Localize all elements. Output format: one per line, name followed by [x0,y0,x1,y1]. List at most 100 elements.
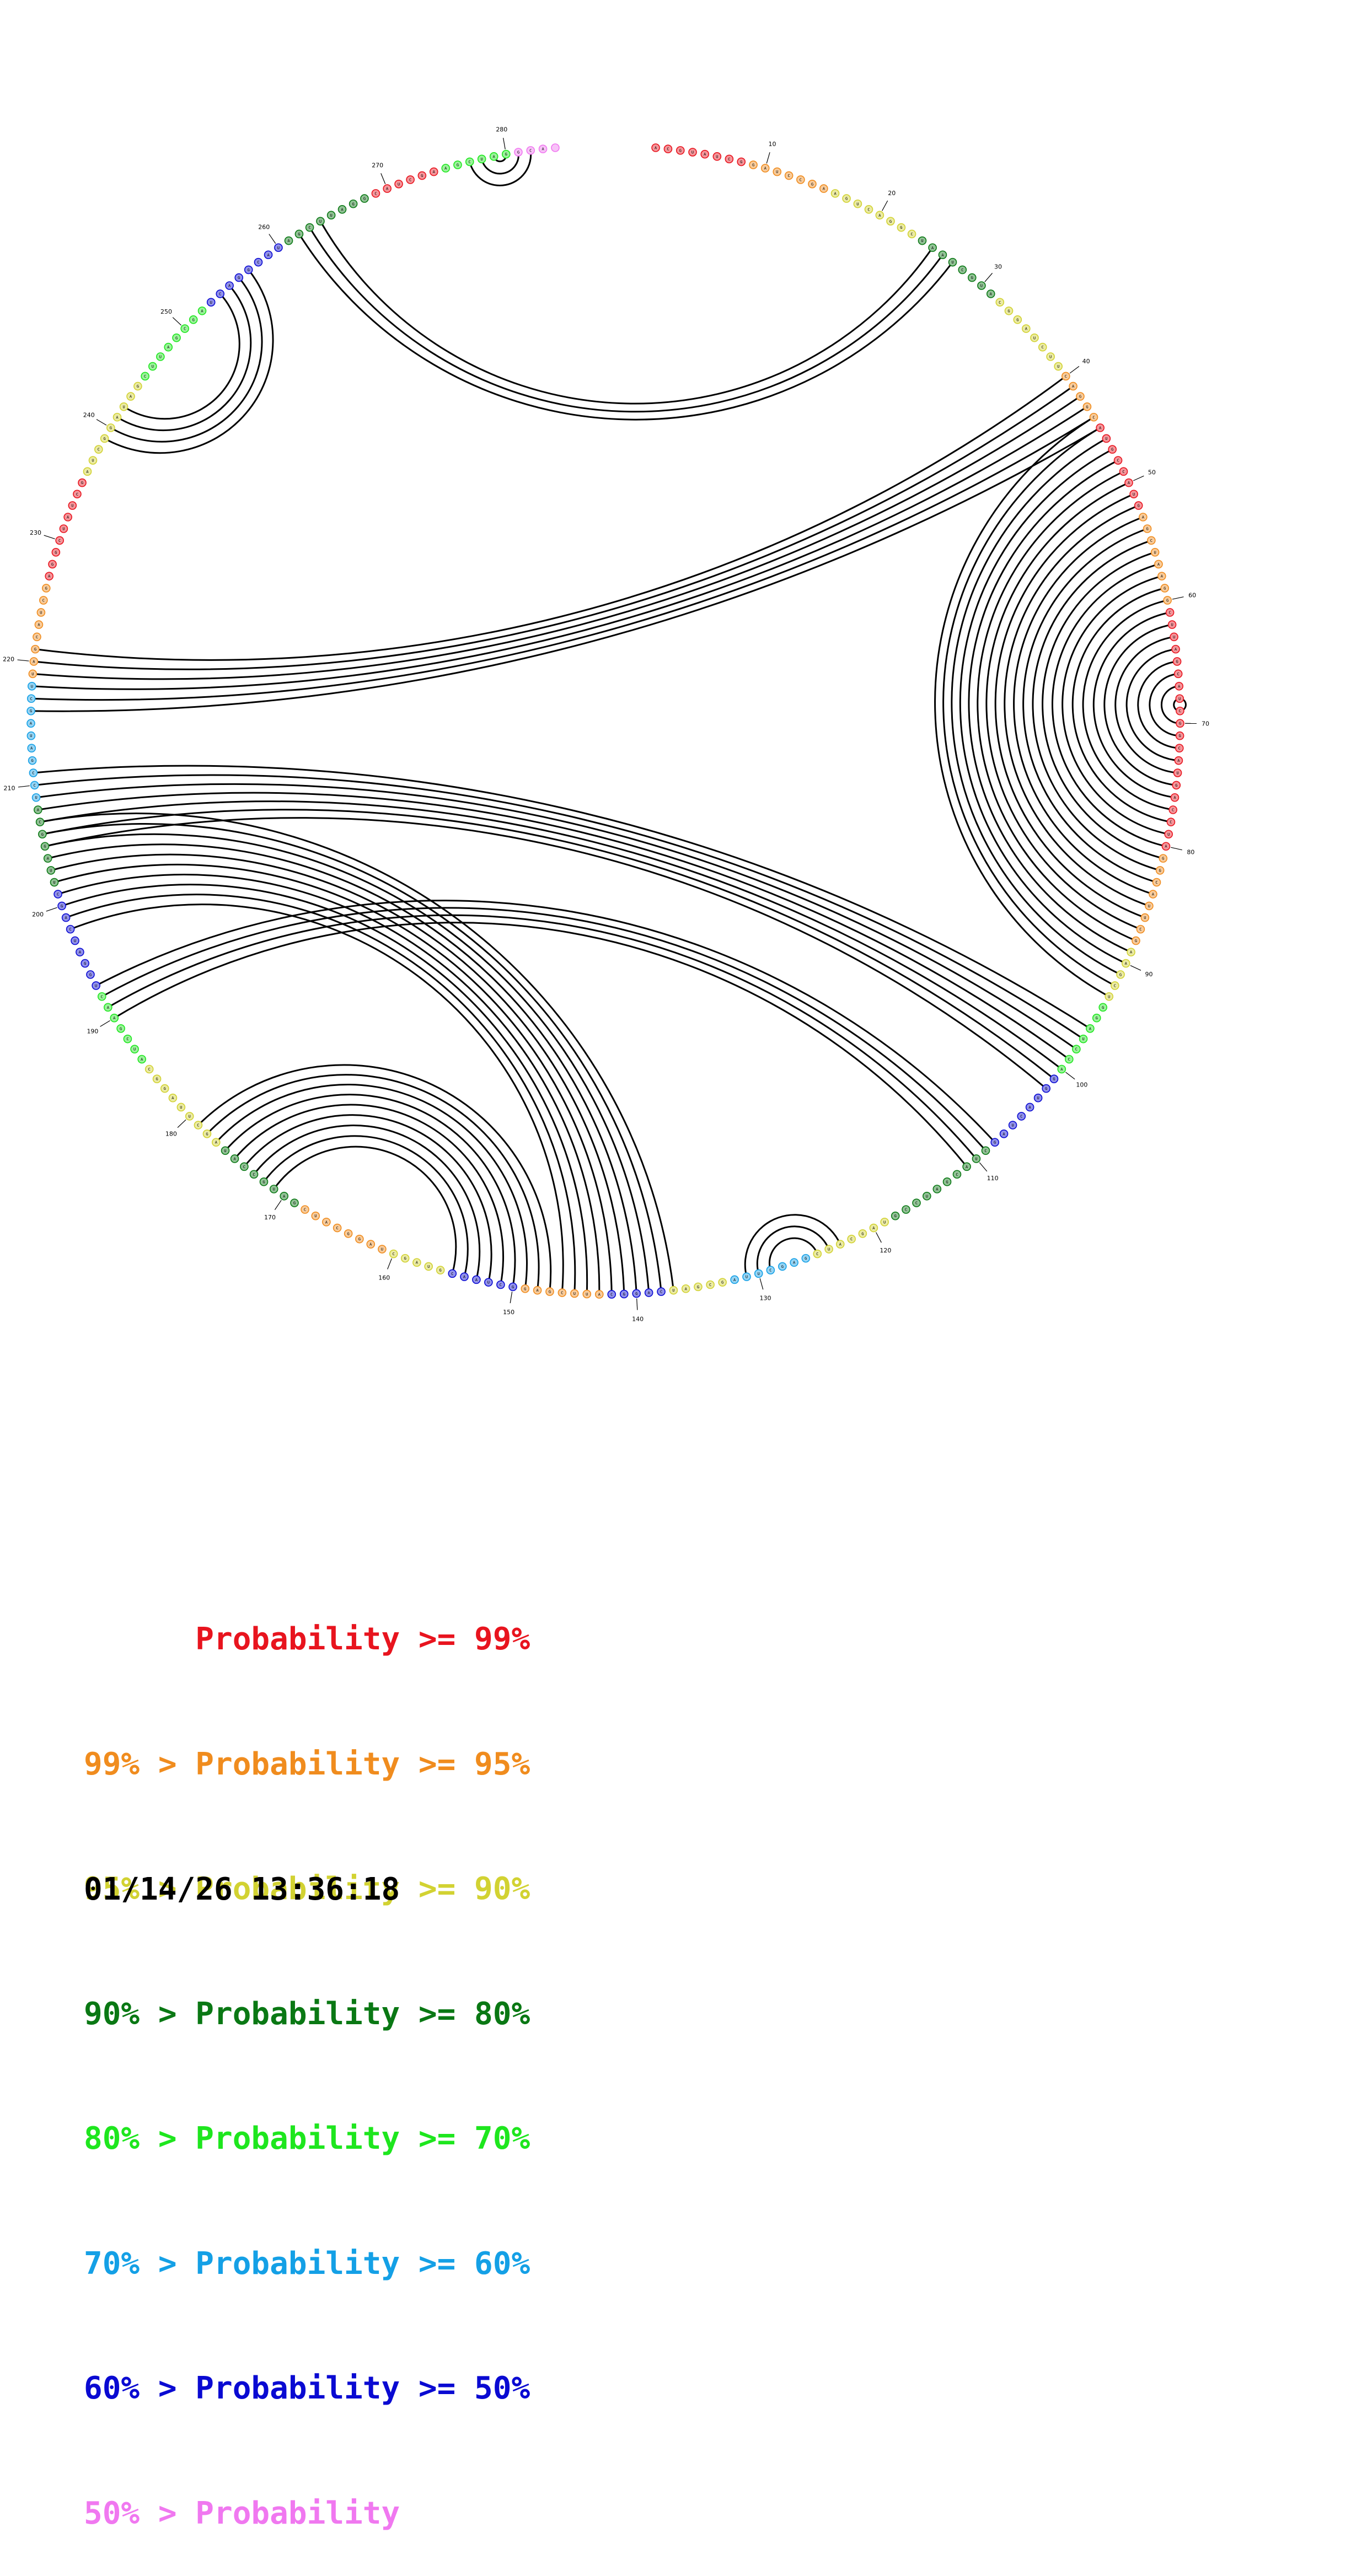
nucleotide-letter: C [709,1283,711,1287]
nucleotide-letter: G [248,268,250,272]
nucleotide-letter: G [110,426,112,430]
nucleotide-letter: G [1138,504,1140,508]
tick-mark [381,173,385,184]
nucleotide-letter: C [336,1226,339,1230]
tick-label: 90 [1145,971,1152,978]
nucleotide-letter: U [1176,771,1178,776]
tick-label: 140 [632,1315,644,1322]
nucleotide-letter: G [1079,395,1081,399]
nucleotide-letter: C [915,1201,918,1206]
tick-label: 50 [1148,469,1156,476]
tick-mark [1065,1072,1075,1079]
nucleotide-letter: G [175,336,178,340]
tick-label: 150 [503,1309,514,1316]
nucleotide-letter: C [253,1173,255,1177]
tick-mark [18,786,30,787]
nucleotide-letter: G [192,318,195,322]
nucleotide-letter: U [398,182,400,186]
nucleotide-letter: U [133,1047,136,1052]
tick-mark [178,1120,186,1127]
base-pair-arc [987,483,1141,929]
nucleotide-letter: G [1096,1016,1098,1020]
nucleotide-letter: G [120,1026,122,1031]
nucleotide-letter: U [122,405,125,409]
nucleotide-letter: U [573,1292,576,1296]
nucleotide-letter: U [1057,364,1059,369]
nucleotide-letter: U [1144,916,1146,920]
nucleotide-letter: U [180,1105,182,1110]
nucleotide-letter: U [1178,697,1181,701]
nucleotide-letter: C [1065,374,1067,379]
nucleotide-letter: U [481,157,483,162]
tick-label: 10 [769,141,776,148]
tick-mark [46,907,57,911]
nucleotide-letter: G [517,150,519,155]
nucleotide-letter: C [1178,746,1181,751]
nucleotide-letter: C [1155,880,1157,885]
base-pair-arc [995,494,1145,917]
nucleotide-letter: C [1075,1047,1077,1052]
nucleotide-letter: C [850,1237,853,1241]
base-pair-arc [745,1215,840,1277]
tick-mark [876,1232,882,1243]
nucleotide-letter: C [42,598,45,603]
nucleotide-letter: U [314,1214,317,1218]
tick-mark [44,535,55,539]
nucleotide-letter: C [910,232,913,236]
nucleotide-letter: U [92,459,94,463]
nucleotide-letter: C [58,539,61,543]
nucleotide-letter: C [30,697,33,701]
tick-label: 220 [3,655,14,663]
tick-label: 40 [1082,358,1090,365]
nucleotide-letter: G [156,1077,158,1082]
nucleotide-letter: C [1170,820,1172,825]
nucleotide-letter: U [189,1114,191,1118]
nucleotide-letter: G [137,384,139,389]
nucleotide-letter: G [781,1265,784,1269]
tick-label: 210 [4,785,15,792]
nucleotide-letter: U [1133,492,1135,497]
nucleotide-letter: G [900,225,902,230]
nucleotide-letter: G [51,562,53,567]
tick-label: 80 [1187,848,1194,856]
nucleotide-letter: U [856,202,859,206]
nucleotide-letter: U [210,300,212,305]
tick-label: 30 [994,263,1002,270]
nucleotide-letter: G [358,1237,361,1241]
tick-label: 110 [987,1175,999,1182]
nucleotide-letter: C [308,225,310,230]
tick-mark [1172,597,1184,599]
nucleotide-letter: U [62,527,65,531]
tick-mark [100,1020,110,1026]
nucleotide-letter: G [1166,598,1168,603]
base-pair-arc [34,386,1073,670]
nucleotide-letter: U [691,150,694,155]
nucleotide-letter: G [971,276,973,280]
legend-line: 50% > Probability [84,2493,530,2535]
tick-mark [985,273,993,282]
nucleotide-letter: U [71,504,73,508]
base-pair-arc [969,460,1131,952]
nucleotide-letter: C [304,1208,306,1212]
nucleotide-letter: G [994,1141,996,1145]
nucleotide-letter: U [31,684,33,689]
nucleotide-letter: C [1042,345,1044,349]
nucleotide-letter: C [1179,709,1181,713]
tick-label: 270 [372,162,383,169]
position-ticks: 1020304050607080901001101201301401501601… [3,126,1209,1322]
nucleotide-letter: U [95,983,97,988]
nucleotide-letter: C [984,1149,987,1153]
nucleotide-letter: G [721,1281,723,1285]
nucleotide-letter: U [152,364,154,369]
nucleotide-letter: U [776,170,778,174]
nucleotide-letter: C [243,1165,245,1169]
tick-label: 60 [1188,591,1196,599]
nucleotide-letter: U [1033,336,1036,340]
nucleotide-letter: C [961,268,963,272]
nucleotide-letter: C [1122,470,1124,474]
nucleotide-letter: G [1111,448,1113,452]
nucleotide-letter: G [1179,722,1181,726]
nucleotide-letter: G [1007,309,1010,313]
nucleotide-letter: C [144,374,146,379]
tick-mark [18,660,29,661]
